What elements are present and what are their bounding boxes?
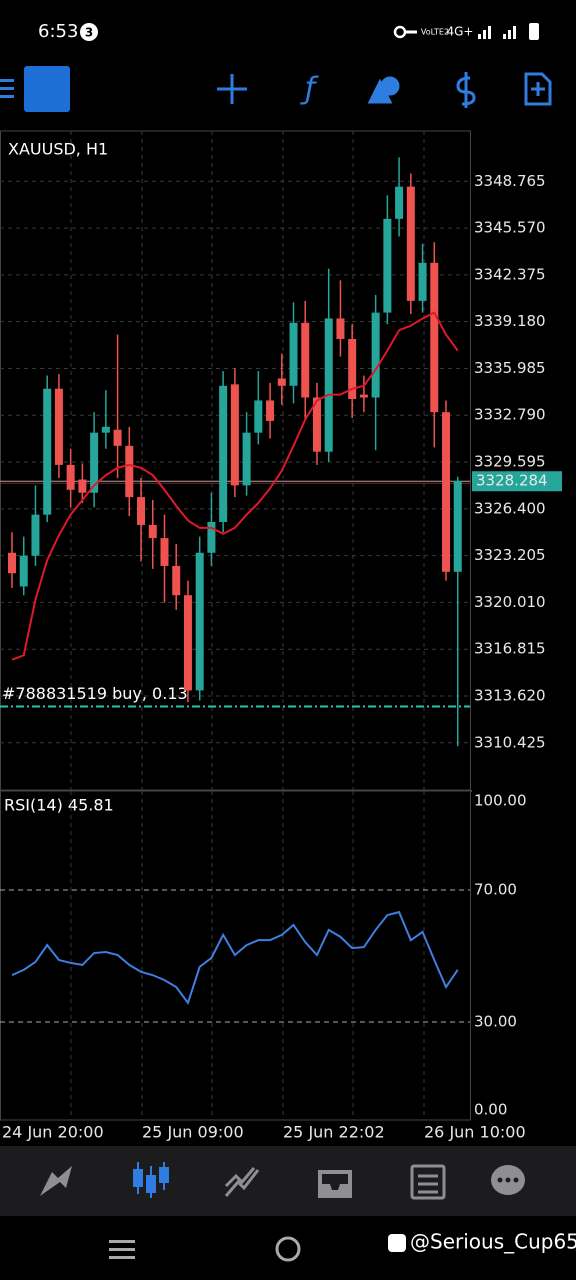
crosshair-icon[interactable]	[217, 74, 247, 104]
rsi-tick-label: 70.00	[474, 881, 517, 899]
y-tick-label: 3310.425	[474, 733, 546, 751]
x-tick-label: 24 Jun 20:00	[2, 1123, 104, 1142]
x-tick-label: 26 Jun 10:00	[424, 1123, 526, 1142]
candle-body	[359, 394, 368, 398]
candle-body	[406, 186, 415, 301]
y-tick-label: 3342.375	[474, 265, 546, 283]
y-tick-label: 3348.765	[474, 172, 546, 190]
y-tick-label: 3345.570	[474, 219, 546, 237]
candle-body	[301, 322, 310, 398]
candle-body	[101, 426, 110, 433]
facebook-icon	[388, 1234, 406, 1252]
candle-body	[125, 445, 134, 498]
candle-body	[254, 400, 263, 433]
candle-body	[453, 481, 462, 572]
watermark: @Serious_Cup65	[410, 1230, 576, 1254]
candle-body	[383, 218, 392, 313]
x-tick-label: 25 Jun 22:02	[283, 1123, 385, 1142]
nav-trade[interactable]	[224, 1167, 260, 1197]
candle-body	[54, 388, 63, 465]
candle-body	[230, 384, 239, 486]
y-tick-label: 3332.790	[474, 406, 546, 424]
nav-chart[interactable]	[133, 1162, 169, 1198]
y-tick-label: 3313.620	[474, 686, 546, 704]
notification-badge: 3	[85, 26, 93, 40]
candle-body	[324, 318, 333, 452]
candle-body	[442, 412, 451, 572]
candle-body	[289, 322, 298, 386]
chart-title: XAUUSD, H1	[8, 140, 108, 159]
candle-body	[148, 524, 157, 539]
rsi-tick-label: 0.00	[474, 1101, 507, 1119]
candle-body	[395, 186, 404, 219]
candle-body	[242, 432, 251, 486]
y-tick-label: 3335.985	[474, 359, 546, 377]
volte: VoLTE2	[421, 28, 449, 37]
current-price-label: 3328.284	[476, 472, 548, 490]
candle-body	[207, 522, 216, 553]
candle-body	[31, 514, 40, 556]
candle-body	[312, 397, 321, 452]
y-tick-label: 3320.010	[474, 593, 546, 611]
candle-body	[90, 432, 99, 493]
candle-body	[137, 497, 146, 525]
candle-body	[418, 262, 427, 301]
candle-body	[172, 565, 181, 596]
order-label: #788831519 buy, 0.13	[2, 684, 188, 703]
current-price-box	[472, 471, 562, 492]
bottom-nav	[0, 1146, 576, 1216]
candle-body	[43, 388, 52, 515]
objects-icon[interactable]	[367, 76, 400, 104]
rsi-tick-label: 100.00	[474, 792, 527, 810]
candle-body	[66, 464, 75, 490]
rsi-title: RSI(14) 45.81	[4, 796, 114, 815]
candle-body	[78, 479, 87, 493]
moving-average	[11, 311, 459, 661]
candle-body	[348, 338, 357, 399]
menu-icon[interactable]	[0, 79, 14, 98]
candle-body	[371, 312, 380, 398]
candle-body	[8, 552, 16, 574]
candle-body	[430, 262, 439, 413]
y-tick-label: 3329.595	[474, 453, 546, 471]
chart-frame	[0, 130, 471, 791]
trade-icon[interactable]	[456, 72, 476, 108]
system-menu[interactable]	[109, 1240, 135, 1259]
candle-body	[113, 429, 122, 446]
candle-body	[160, 538, 169, 566]
candle-body	[195, 552, 204, 691]
nav-history[interactable]	[318, 1170, 352, 1198]
notification-badge-bg	[80, 23, 98, 41]
candle-body	[336, 318, 345, 339]
y-tick-label: 3316.815	[474, 640, 546, 658]
nav-chat[interactable]	[491, 1165, 525, 1195]
signal-icons	[478, 23, 539, 40]
status-time: 6:53	[38, 21, 78, 42]
system-home[interactable]	[275, 1236, 301, 1262]
key-icon	[393, 25, 417, 39]
candle-body	[183, 595, 192, 691]
nav-news[interactable]	[410, 1164, 446, 1200]
rsi-frame	[0, 790, 471, 1121]
y-tick-label: 3323.205	[474, 546, 546, 564]
nav-quotes[interactable]	[40, 1166, 72, 1196]
new-order-icon[interactable]	[524, 72, 552, 106]
indicator-icon[interactable]: ƒ	[300, 72, 319, 107]
candle-body	[19, 555, 28, 587]
rsi-line	[11, 910, 459, 1006]
app-logo[interactable]	[24, 66, 70, 112]
candle-body	[266, 400, 275, 421]
y-tick-label: 3326.400	[474, 499, 546, 517]
y-tick-label: 3339.180	[474, 312, 546, 330]
candle-body	[277, 378, 286, 386]
network: 4G+	[447, 25, 474, 39]
candle-body	[219, 385, 228, 523]
rsi-tick-label: 30.00	[474, 1013, 517, 1031]
x-tick-label: 25 Jun 09:00	[142, 1123, 244, 1142]
